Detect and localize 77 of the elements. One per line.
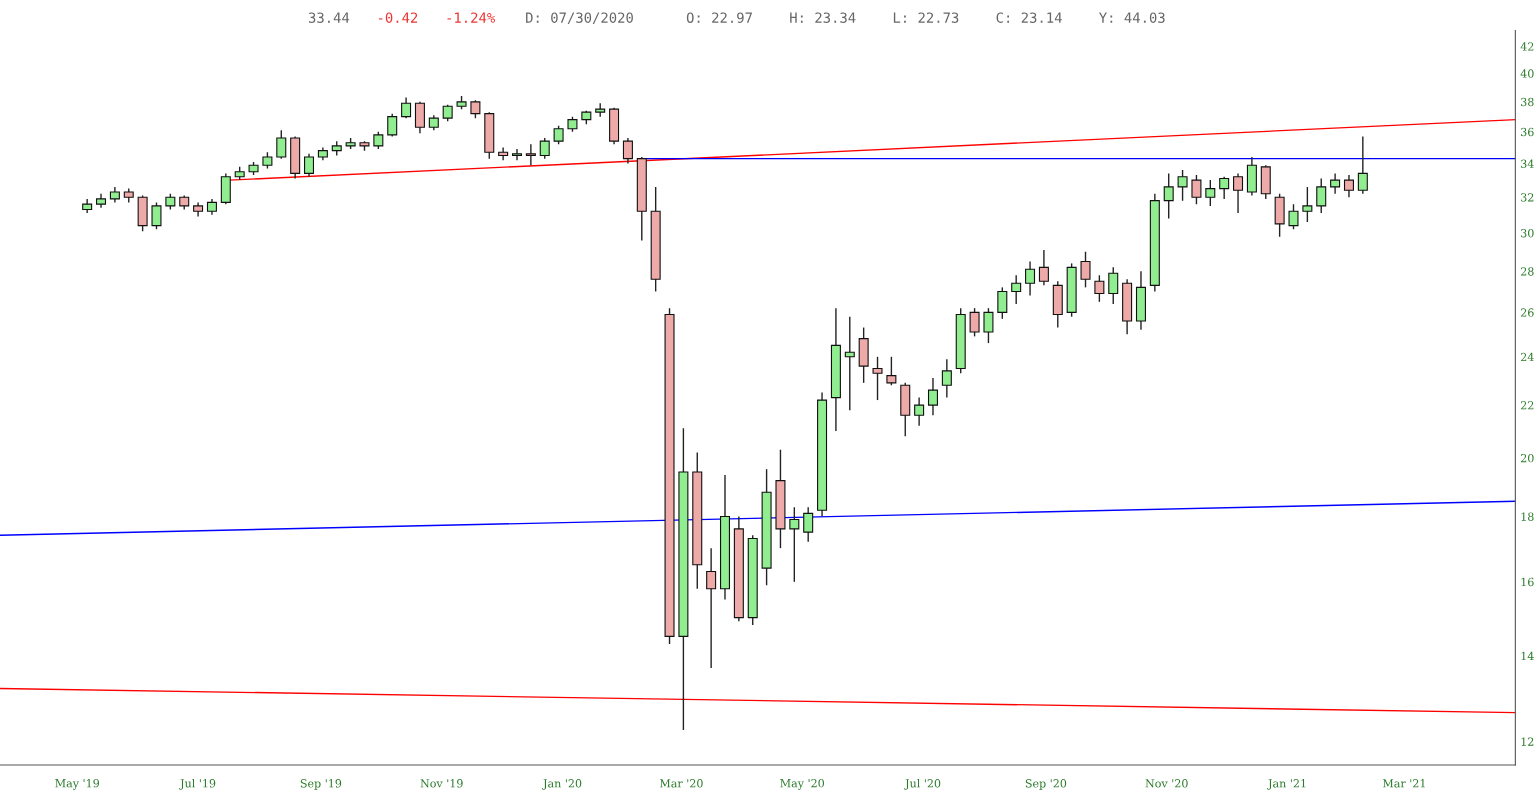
y-tick-label: 14 xyxy=(1521,651,1534,661)
candlestick xyxy=(622,137,633,165)
y-tick-label: 32 xyxy=(1521,193,1534,202)
candlestick xyxy=(886,356,897,386)
candlestick xyxy=(1177,169,1188,202)
candlestick xyxy=(803,506,814,543)
candlestick xyxy=(151,201,162,231)
text: 33.44 xyxy=(308,12,350,23)
candlestick xyxy=(789,506,800,583)
candlestick xyxy=(1080,251,1091,289)
candlestick xyxy=(941,358,952,399)
candlestick xyxy=(414,101,425,135)
y-tick-label: 22 xyxy=(1520,401,1534,410)
candlestick xyxy=(1357,135,1368,195)
candlestick xyxy=(983,307,994,344)
candlestick xyxy=(1343,174,1354,198)
y-tick-label: 16 xyxy=(1521,577,1534,587)
y-tick-label: 38 xyxy=(1521,97,1534,107)
candlestick xyxy=(1011,274,1022,305)
text: D: 07/30/2020 xyxy=(526,12,633,25)
candlestick xyxy=(1330,172,1341,195)
candlestick xyxy=(525,143,536,166)
text: -1.24% xyxy=(447,12,496,23)
x-tick-label: Jul '20 xyxy=(904,778,941,790)
candlestick xyxy=(927,377,938,416)
candlestick xyxy=(1316,177,1327,214)
candlestick xyxy=(1163,172,1174,220)
x-tick-label: Mar '21 xyxy=(1382,779,1425,788)
candlestick xyxy=(997,286,1008,320)
candlestick xyxy=(1191,174,1202,205)
candlestick xyxy=(539,137,550,160)
candlestick xyxy=(1233,172,1244,214)
y-tick-label: 12 xyxy=(1521,737,1534,746)
x-tick-label: May '19 xyxy=(55,778,100,790)
x-tick-label: Jul '19 xyxy=(179,778,216,790)
x-tick-label: Jan '21 xyxy=(1267,779,1306,790)
candlestick xyxy=(511,148,523,161)
y-tick-label: 20 xyxy=(1520,453,1534,463)
x-tick-label: Sep '19 xyxy=(300,779,342,790)
y-tick-label: 40 xyxy=(1520,69,1534,78)
x-tick-label: Nov '20 xyxy=(1145,779,1188,788)
x-tick-label: Sep '20 xyxy=(1025,779,1067,790)
text: C: 23.14 xyxy=(996,12,1062,23)
candlestick xyxy=(1038,249,1049,287)
x-tick-label: Mar '20 xyxy=(659,779,703,788)
candlestick xyxy=(969,307,980,338)
candlestick xyxy=(1025,260,1036,297)
y-tick-label: 36 xyxy=(1521,127,1534,137)
y-tick-label: 42 xyxy=(1520,42,1534,51)
candlestick xyxy=(706,547,717,669)
y-tick-label: 24 xyxy=(1520,352,1534,362)
candlestick xyxy=(1108,266,1119,305)
candlestick xyxy=(1288,203,1299,231)
candlestick xyxy=(498,146,509,161)
candlestick xyxy=(401,96,412,119)
candlestick xyxy=(1094,274,1105,303)
candlestick xyxy=(872,356,883,401)
text: H: 23.34 xyxy=(790,12,856,23)
y-tick-label: 26 xyxy=(1520,308,1534,317)
text: -0.42 xyxy=(378,12,418,23)
y-tick-label: 34 xyxy=(1521,159,1534,168)
text: O: 22.97 xyxy=(686,12,752,23)
y-tick-label: 18 xyxy=(1521,512,1534,521)
candlestick xyxy=(1219,176,1230,200)
candlestick xyxy=(1302,186,1313,223)
candlestick xyxy=(1205,179,1216,207)
y-tick-label: 30 xyxy=(1521,228,1534,238)
x-tick-label: May '20 xyxy=(780,778,825,790)
candlestick xyxy=(304,153,315,178)
x-tick-label: Nov '19 xyxy=(420,779,463,788)
candlestick xyxy=(276,129,287,160)
candlestick xyxy=(553,125,564,145)
text: L: 22.73 xyxy=(893,12,959,23)
y-tick-label: 28 xyxy=(1520,267,1534,276)
x-tick-label: Jan '20 xyxy=(542,779,582,790)
text: Y: 44.03 xyxy=(1099,12,1165,23)
candlestick xyxy=(914,396,925,427)
